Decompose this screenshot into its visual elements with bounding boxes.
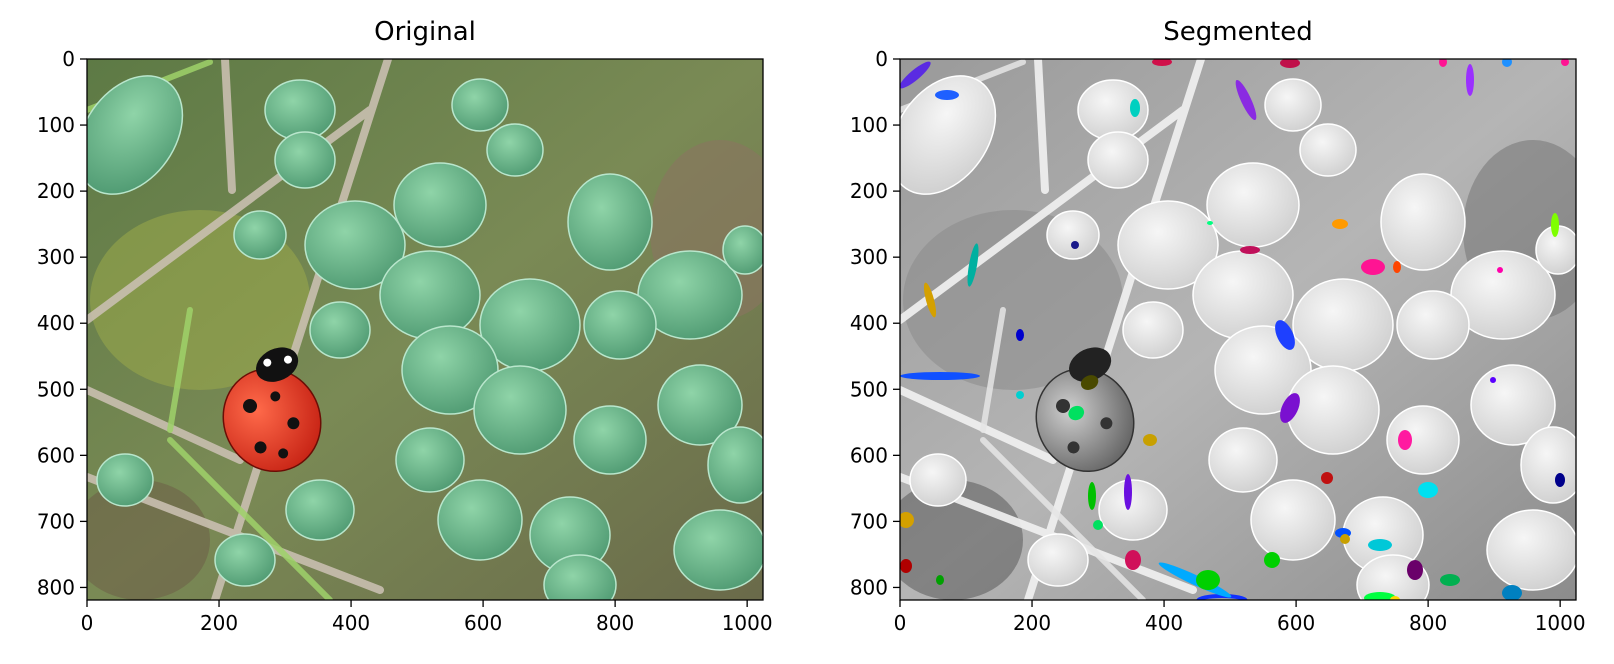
y-tick-label: 700 <box>37 509 75 533</box>
panel-title: Segmented <box>1163 17 1313 47</box>
y-tick-label: 200 <box>850 179 888 203</box>
x-tick-label: 0 <box>894 611 907 635</box>
x-tick-label: 400 <box>332 611 370 635</box>
axis-ticks-original: 0 200 400 600 800 1000 0 100 200 300 400 500 600 700 8… <box>37 47 773 635</box>
x-tick-label: 600 <box>1277 611 1315 635</box>
x-tick-label: 1000 <box>1535 611 1586 635</box>
y-tick-label: 200 <box>37 179 75 203</box>
segment-overlays <box>900 59 1569 600</box>
x-tick-label: 1000 <box>722 611 773 635</box>
y-tick-label: 400 <box>850 311 888 335</box>
y-tick-label: 300 <box>850 245 888 269</box>
y-tick-label: 300 <box>37 245 75 269</box>
y-tick-label: 100 <box>850 113 888 137</box>
x-tick-label: 800 <box>596 611 634 635</box>
ladybug <box>222 347 322 473</box>
y-tick-label: 500 <box>37 377 75 401</box>
y-tick-label: 500 <box>850 377 888 401</box>
panel-original: Original <box>37 17 773 635</box>
y-tick-label: 800 <box>850 575 888 599</box>
image-segmented <box>900 59 1576 600</box>
y-tick-label: 0 <box>875 47 888 71</box>
y-tick-label: 700 <box>850 509 888 533</box>
axis-ticks-segmented: 0 200 400 600 800 1000 0 100 200 300 400 500 600 700 8… <box>850 47 1586 635</box>
panel-title: Original <box>374 17 476 47</box>
y-tick-label: 600 <box>37 443 75 467</box>
x-tick-label: 600 <box>464 611 502 635</box>
image-original <box>87 59 763 600</box>
x-tick-label: 200 <box>1013 611 1051 635</box>
panel-segmented: Segmented <box>850 17 1586 635</box>
y-tick-label: 400 <box>37 311 75 335</box>
y-tick-label: 600 <box>850 443 888 467</box>
x-tick-label: 400 <box>1145 611 1183 635</box>
x-tick-label: 0 <box>81 611 94 635</box>
y-tick-label: 800 <box>37 575 75 599</box>
x-tick-label: 800 <box>1409 611 1447 635</box>
y-tick-label: 100 <box>37 113 75 137</box>
y-tick-label: 0 <box>62 47 75 71</box>
x-tick-label: 200 <box>200 611 238 635</box>
